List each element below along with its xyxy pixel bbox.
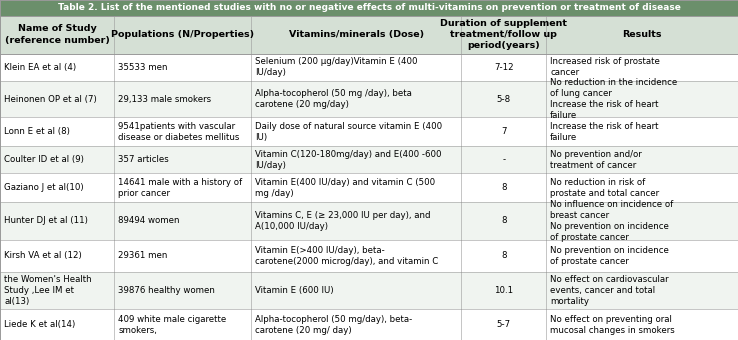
Text: 89494 women: 89494 women xyxy=(118,216,180,225)
Text: Kirsh VA et al (12): Kirsh VA et al (12) xyxy=(4,251,82,260)
Bar xyxy=(0,173,738,202)
Text: Duration of supplement
treatment/follow up
period(years): Duration of supplement treatment/follow … xyxy=(440,19,568,50)
Text: No reduction in risk of
prostate and total cancer: No reduction in risk of prostate and tot… xyxy=(550,178,659,198)
Text: Table 2. List of the mentioned studies with no or negative effects of multi-vita: Table 2. List of the mentioned studies w… xyxy=(58,3,680,12)
Text: Lonn E et al (8): Lonn E et al (8) xyxy=(4,127,70,136)
Text: 5-7: 5-7 xyxy=(497,320,511,329)
Text: Selenium (200 μg/day)Vitamin E (400
IU/day): Selenium (200 μg/day)Vitamin E (400 IU/d… xyxy=(255,57,418,77)
Text: Hunter DJ et al (11): Hunter DJ et al (11) xyxy=(4,216,88,225)
Text: 29361 men: 29361 men xyxy=(118,251,168,260)
Text: the Women's Health
Study ,Lee IM et
al(13): the Women's Health Study ,Lee IM et al(1… xyxy=(4,275,92,306)
Bar xyxy=(0,272,738,309)
Text: -: - xyxy=(502,155,506,164)
Bar xyxy=(0,16,738,53)
Text: 8: 8 xyxy=(501,216,506,225)
Text: Populations (N/Properties): Populations (N/Properties) xyxy=(111,30,254,39)
Text: No reduction in the incidence
of lung cancer
Increase the risk of heart
failure: No reduction in the incidence of lung ca… xyxy=(550,78,677,120)
Text: Klein EA et al (4): Klein EA et al (4) xyxy=(4,63,76,72)
Text: 29,133 male smokers: 29,133 male smokers xyxy=(118,95,212,104)
Text: Vitamin E(>400 IU/day), beta-
carotene(2000 microg/day), and vitamin C: Vitamin E(>400 IU/day), beta- carotene(2… xyxy=(255,246,438,266)
Text: 10.1: 10.1 xyxy=(494,286,513,295)
Text: Alpha-tocopherol (50 mg /day), beta
carotene (20 mg/day): Alpha-tocopherol (50 mg /day), beta caro… xyxy=(255,89,412,109)
Bar xyxy=(0,0,738,16)
Bar xyxy=(0,202,738,240)
Bar xyxy=(0,309,738,340)
Text: 9541patients with vascular
disease or diabetes mellitus: 9541patients with vascular disease or di… xyxy=(118,122,240,142)
Text: 5-8: 5-8 xyxy=(497,95,511,104)
Text: 7-12: 7-12 xyxy=(494,63,514,72)
Text: Coulter ID et al (9): Coulter ID et al (9) xyxy=(4,155,84,164)
Text: No prevention on incidence
of prostate cancer: No prevention on incidence of prostate c… xyxy=(550,246,669,266)
Bar xyxy=(0,117,738,146)
Text: 357 articles: 357 articles xyxy=(118,155,169,164)
Text: Vitamin E(400 IU/day) and vitamin C (500
mg /day): Vitamin E(400 IU/day) and vitamin C (500… xyxy=(255,178,435,198)
Bar xyxy=(0,81,738,117)
Text: Liede K et al(14): Liede K et al(14) xyxy=(4,320,75,329)
Text: Increased risk of prostate
cancer: Increased risk of prostate cancer xyxy=(550,57,660,77)
Text: Vitamins C, E (≥ 23,000 IU per day), and
A(10,000 IU/day): Vitamins C, E (≥ 23,000 IU per day), and… xyxy=(255,211,430,231)
Text: Gaziano J et al(10): Gaziano J et al(10) xyxy=(4,183,83,192)
Text: No prevention and/or
treatment of cancer: No prevention and/or treatment of cancer xyxy=(550,150,642,170)
Text: 409 white male cigarette
smokers,: 409 white male cigarette smokers, xyxy=(118,315,227,335)
Text: Results: Results xyxy=(622,30,662,39)
Text: 39876 healthy women: 39876 healthy women xyxy=(118,286,215,295)
Text: 35533 men: 35533 men xyxy=(118,63,168,72)
Text: Increase the risk of heart
failure: Increase the risk of heart failure xyxy=(550,122,658,142)
Text: Alpha-tocopherol (50 mg/day), beta-
carotene (20 mg/ day): Alpha-tocopherol (50 mg/day), beta- caro… xyxy=(255,315,412,335)
Text: No effect on cardiovascular
events, cancer and total
mortality: No effect on cardiovascular events, canc… xyxy=(550,275,669,306)
Bar xyxy=(0,53,738,81)
Text: Vitamins/minerals (Dose): Vitamins/minerals (Dose) xyxy=(289,30,424,39)
Text: 8: 8 xyxy=(501,251,506,260)
Text: 8: 8 xyxy=(501,183,506,192)
Text: No influence on incidence of
breast cancer
No prevention on incidence
of prostat: No influence on incidence of breast canc… xyxy=(550,200,673,242)
Text: No effect on preventing oral
mucosal changes in smokers: No effect on preventing oral mucosal cha… xyxy=(550,315,675,335)
Bar xyxy=(0,146,738,173)
Text: Name of Study
(reference number): Name of Study (reference number) xyxy=(4,24,110,45)
Text: Daily dose of natural source vitamin E (400
IU): Daily dose of natural source vitamin E (… xyxy=(255,122,442,142)
Text: 7: 7 xyxy=(501,127,506,136)
Text: Heinonen OP et al (7): Heinonen OP et al (7) xyxy=(4,95,97,104)
Text: 14641 male with a history of
prior cancer: 14641 male with a history of prior cance… xyxy=(118,178,243,198)
Text: Vitamin E (600 IU): Vitamin E (600 IU) xyxy=(255,286,334,295)
Text: Vitamin C(120-180mg/day) and E(400 -600
IU/day): Vitamin C(120-180mg/day) and E(400 -600 … xyxy=(255,150,441,170)
Bar xyxy=(0,240,738,272)
